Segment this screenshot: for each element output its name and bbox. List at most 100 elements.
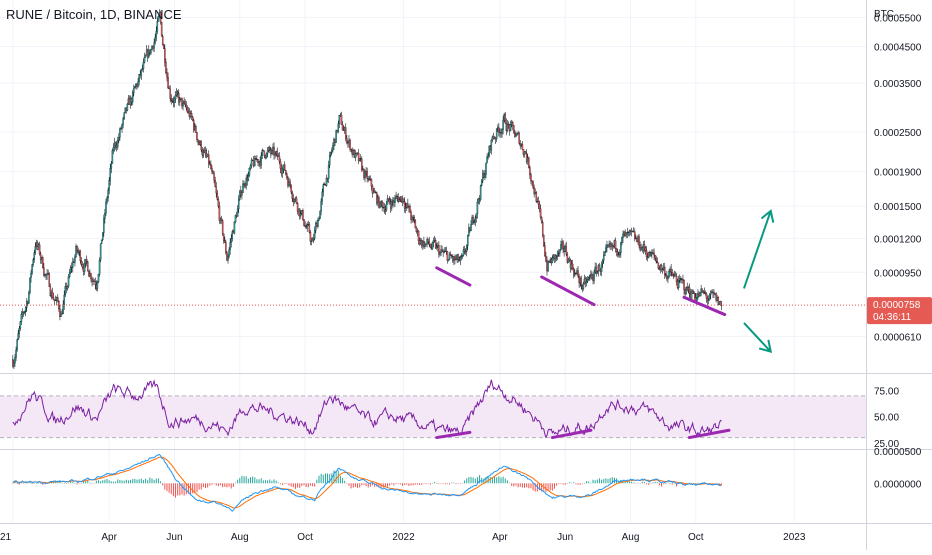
candle-body [260, 155, 262, 166]
macd-histogram-bar [380, 483, 382, 489]
macd-histogram-bar [436, 483, 438, 484]
candle-body [335, 130, 337, 143]
candle-body [276, 151, 278, 157]
candle-body [538, 203, 541, 210]
candle-body [21, 312, 24, 315]
candle-body [584, 278, 587, 284]
macd-histogram-bar [269, 479, 271, 484]
candle-body [156, 21, 159, 32]
candle-body [677, 280, 680, 289]
macd-histogram-bar [209, 483, 211, 486]
candle-body [413, 217, 416, 221]
candle-body [610, 243, 612, 247]
candle-body [216, 192, 219, 200]
candle-body [159, 12, 162, 23]
macd-histogram-bar [108, 480, 110, 484]
candle-body [319, 210, 321, 219]
macd-histogram-bar [249, 477, 251, 484]
candle-body [22, 312, 25, 314]
macd-histogram-bar [609, 477, 611, 484]
macd-histogram-bar [556, 483, 558, 486]
candle-body [193, 120, 195, 130]
macd-histogram-bar [498, 476, 500, 484]
macd-histogram-bar [605, 478, 607, 484]
macd-histogram-bar [339, 475, 341, 484]
macd-histogram-bar [224, 483, 226, 487]
candle-body [449, 254, 452, 256]
macd-histogram-bar [453, 482, 455, 484]
candle-body [407, 203, 409, 208]
candle-body [703, 291, 706, 293]
candle-body [396, 195, 398, 197]
macd-histogram-bar [168, 483, 170, 493]
x-tick-label: 2023 [783, 532, 806, 543]
candle-body [638, 236, 640, 246]
candle-body [184, 101, 186, 106]
candle-body [580, 278, 583, 286]
candle-body [634, 231, 636, 239]
candle-body [202, 152, 205, 156]
candle-body [121, 124, 123, 129]
macd-histogram-bar [352, 483, 354, 488]
candle-body [295, 197, 298, 204]
macd-histogram-bar [468, 477, 470, 484]
candle-body [574, 272, 576, 276]
macd-histogram-bar [656, 482, 658, 484]
macd-histogram-bar [676, 483, 678, 487]
candle-body [361, 158, 363, 171]
candle-body [102, 232, 104, 240]
candle-body [476, 202, 479, 214]
rsi-band-fill [0, 395, 866, 438]
candle-body [72, 261, 74, 268]
candle-body [715, 293, 717, 301]
candle-body [513, 125, 515, 134]
macd-histogram-bar [44, 483, 46, 485]
macd-histogram-bar [16, 483, 18, 484]
macd-histogram-bar [652, 482, 654, 484]
macd-histogram-bar [590, 482, 592, 484]
candle-body [165, 62, 167, 73]
macd-histogram-bar [112, 481, 114, 484]
macd-histogram-bar [202, 483, 204, 488]
macd-histogram-bar [35, 483, 37, 484]
candle-body [218, 205, 221, 221]
macd-histogram-bar [192, 483, 194, 494]
candle-body [224, 240, 226, 243]
candle-body [346, 138, 348, 143]
candle-body [308, 224, 311, 233]
candle-body [446, 251, 449, 261]
macd-histogram-bar [55, 481, 57, 484]
macd-histogram-bar [80, 483, 82, 484]
candle-body [328, 155, 331, 166]
macd-histogram-bar [438, 483, 440, 484]
candle-body [524, 151, 527, 154]
candle-body [383, 206, 386, 212]
macd-histogram-bar [254, 477, 256, 484]
candle-body [103, 218, 105, 233]
candle-body [424, 244, 426, 247]
macd-histogram-bar [631, 481, 633, 484]
macd-histogram-bar [506, 480, 508, 484]
candle-body [160, 21, 163, 37]
candle-body [134, 86, 136, 89]
candle-body [596, 271, 599, 274]
candle-body [332, 145, 334, 151]
macd-histogram-bar [335, 471, 337, 484]
candle-body [32, 259, 34, 265]
macd-histogram-bar [196, 483, 198, 493]
macd-histogram-bar [455, 483, 457, 485]
candle-body [49, 286, 52, 296]
candle-body [717, 297, 720, 305]
macd-histogram-bar [97, 480, 99, 484]
candle-body [462, 249, 465, 256]
macd-histogram-bar [87, 480, 89, 484]
macd-histogram-bar [307, 483, 309, 488]
macd-histogram-bar [305, 483, 307, 488]
macd-histogram-bar [412, 483, 414, 486]
macd-histogram-bar [699, 483, 701, 484]
candle-body [454, 256, 456, 260]
macd-histogram-bar [344, 480, 346, 484]
macd-histogram-bar [155, 478, 157, 484]
candle-body [227, 256, 229, 261]
